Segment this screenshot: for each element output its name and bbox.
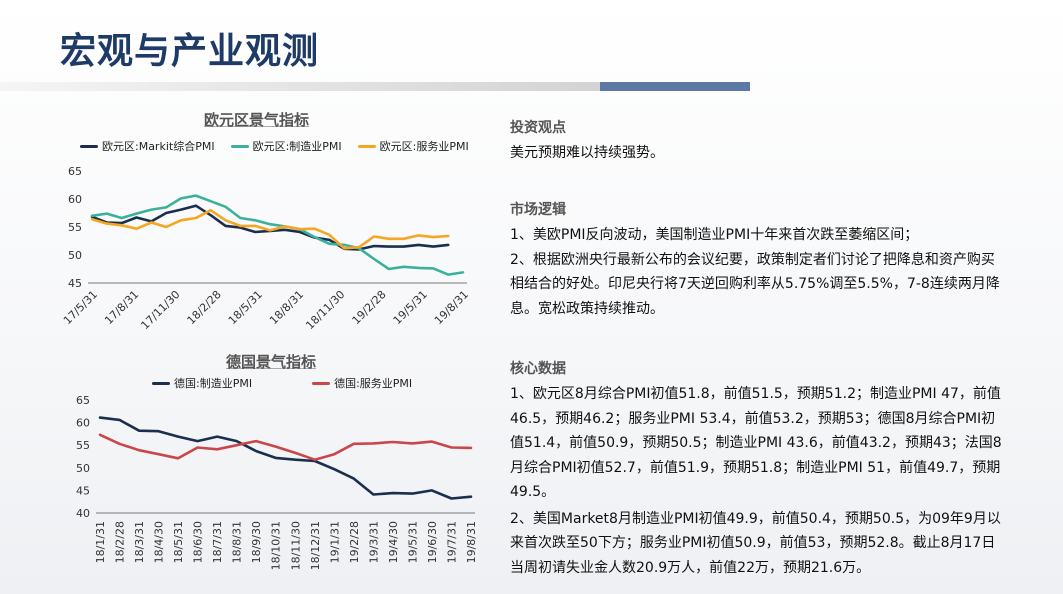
chart2-xtick-label: 18/11/30	[289, 521, 302, 570]
chart2-xtick-label: 18/12/31	[309, 521, 322, 570]
chart2-legend: 德国:制造业PMI 德国:服务业PMI	[152, 375, 412, 391]
chart1-ytick-label: 65	[68, 165, 82, 178]
chart2-xtick-label: 18/3/31	[133, 521, 146, 563]
chart1-legend-label: 欧元区:Markit综合PMI	[102, 140, 215, 153]
chart2-xtick-label: 18/2/28	[114, 521, 127, 563]
section-paragraph: 2、美国Market8月制造业PMI初值49.9，前值50.4，预期50.5，为…	[510, 510, 1001, 576]
section-heading-view: 投资观点	[510, 120, 566, 136]
section-heading-data: 核心数据	[510, 361, 566, 377]
chart2-xtick-label: 18/4/30	[153, 521, 166, 563]
chart1-legend-item: 欧元区:制造业PMI	[230, 138, 342, 154]
chart2-title: 德国景气指标	[226, 353, 317, 371]
chart2-legend-swatch-0	[152, 381, 170, 385]
chart1-ytick-label: 50	[68, 249, 82, 262]
section-heading-logic: 市场逻辑	[510, 202, 566, 218]
chart2-series-line	[98, 433, 473, 461]
section-body-logic: 1、美欧PMI反向波动，美国制造业PMI十年来首次跌至萎缩区间； 2、根据欧洲央…	[510, 223, 1005, 321]
chart1-legend-swatch-0	[80, 144, 98, 148]
chart1-legend-label: 欧元区:服务业PMI	[379, 140, 469, 153]
chart2-legend-item: 德国:制造业PMI	[152, 375, 252, 391]
chart2-ytick-label: 65	[76, 394, 90, 407]
chart1-series-line	[90, 208, 450, 250]
chart2-xtick-label: 18/7/31	[211, 521, 224, 563]
chart1-legend-item: 欧元区:Markit综合PMI	[80, 138, 215, 154]
chart2-xtick-label: 19/5/31	[406, 521, 419, 563]
chart2-xtick-label: 18/9/30	[250, 521, 263, 563]
chart2-xtick-label: 19/8/31	[465, 521, 478, 563]
chart1-ytick-label: 60	[68, 193, 82, 206]
chart1-legend-label: 欧元区:制造业PMI	[252, 140, 342, 153]
chart2-plot: 40 45 50 55 60 65 18/1/31 18/2/28 18/3/31 18/4/30…	[76, 394, 478, 570]
chart2-legend-label: 德国:服务业PMI	[334, 377, 413, 390]
chart2-legend-label: 德国:制造业PMI	[174, 377, 253, 390]
chart2-xtick-label: 18/6/30	[192, 521, 205, 563]
chart2-legend-swatch-1	[312, 381, 331, 385]
chart2-series-line	[98, 416, 473, 500]
section-body-data: 1、欧元区8月综合PMI初值51.8，前值51.5，预期51.2；制造业PMI …	[510, 382, 1005, 580]
section-paragraph: 2、根据欧洲央行最新公布的会议纪要，政策制定者们讨论了把降息和资产购买相结合的好…	[510, 251, 1000, 317]
chart2-xtick-label: 18/10/31	[270, 521, 283, 570]
chart2-xtick-label: 19/7/31	[445, 521, 458, 563]
chart2-xtick-label: 18/5/31	[172, 521, 185, 563]
page-title: 宏观与产业观测	[60, 31, 320, 72]
chart1-ytick-label: 45	[68, 277, 82, 290]
chart2-xtick-label: 19/2/28	[348, 521, 361, 563]
chart2-xtick-label: 19/1/31	[328, 521, 341, 563]
chart1-legend-swatch-1	[230, 144, 249, 148]
title-accent-bar	[600, 82, 750, 91]
chart2-xtick-label: 19/4/30	[387, 521, 400, 563]
chart2-ytick-label: 60	[76, 417, 90, 430]
chart1-series-line	[90, 194, 465, 276]
chart2-ytick-label: 55	[76, 439, 90, 452]
chart2-ytick-label: 50	[76, 462, 90, 475]
section-paragraph: 美元预期难以持续强势。	[510, 145, 664, 161]
chart2-legend-item: 德国:服务业PMI	[312, 375, 412, 391]
chart1-ytick-label: 55	[68, 221, 82, 234]
section-body-view: 美元预期难以持续强势。	[510, 141, 1005, 166]
chart2-xtick-label: 18/1/31	[94, 521, 107, 563]
chart2-xtick-label: 18/8/31	[231, 521, 244, 563]
chart2-xtick-label: 19/3/31	[367, 521, 380, 563]
section-paragraph: 1、美欧PMI反向波动，美国制造业PMI十年来首次跌至萎缩区间；	[510, 227, 919, 243]
chart1-title: 欧元区景气指标	[204, 111, 310, 129]
chart1-legend-item: 欧元区:服务业PMI	[357, 138, 469, 154]
chart1-legend-swatch-2	[357, 144, 376, 148]
chart1-legend: 欧元区:Markit综合PMI 欧元区:制造业PMI 欧元区:服务业PMI	[80, 138, 469, 154]
chart2-xtick-label: 19/6/30	[426, 521, 439, 563]
title-underline-bar	[0, 82, 600, 91]
chart2-ytick-label: 40	[76, 507, 90, 520]
chart2-ytick-label: 45	[76, 484, 90, 497]
section-paragraph: 1、欧元区8月综合PMI初值51.8，前值51.5，预期51.2；制造业PMI …	[510, 386, 1002, 500]
